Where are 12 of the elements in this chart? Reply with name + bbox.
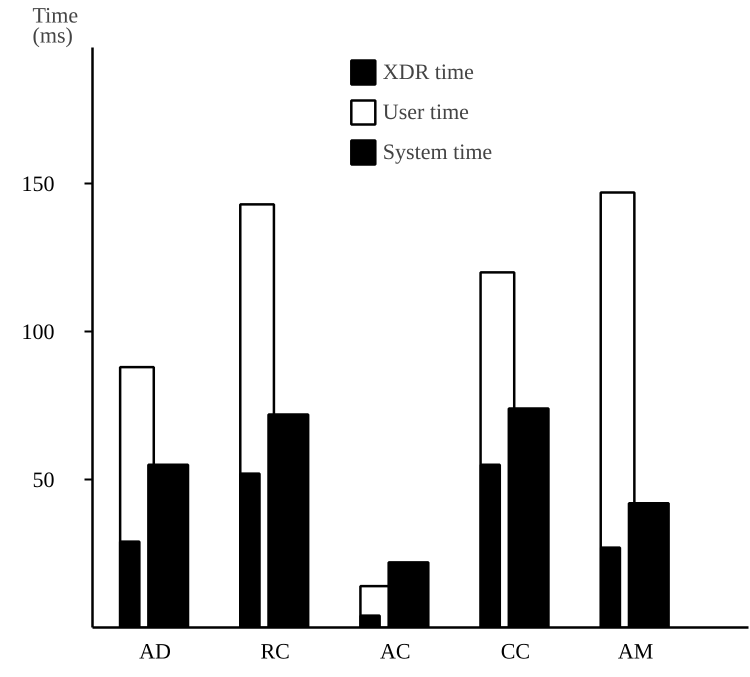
y-tick-label: 100 (22, 319, 54, 344)
x-tick-label: CC (500, 638, 530, 664)
legend-label: System time (382, 139, 492, 165)
y-tick-label: 50 (32, 467, 54, 492)
x-tick-label: AC (380, 638, 411, 664)
y-tick-label: 150 (22, 171, 54, 196)
x-tick-label: AD (139, 638, 171, 664)
y-axis-title: Time (ms) (32, 2, 78, 48)
legend-label: XDR time (382, 59, 474, 85)
x-tick-label: AM (618, 638, 654, 664)
x-tick-label: RC (260, 638, 290, 664)
legend-label: User time (382, 99, 469, 125)
